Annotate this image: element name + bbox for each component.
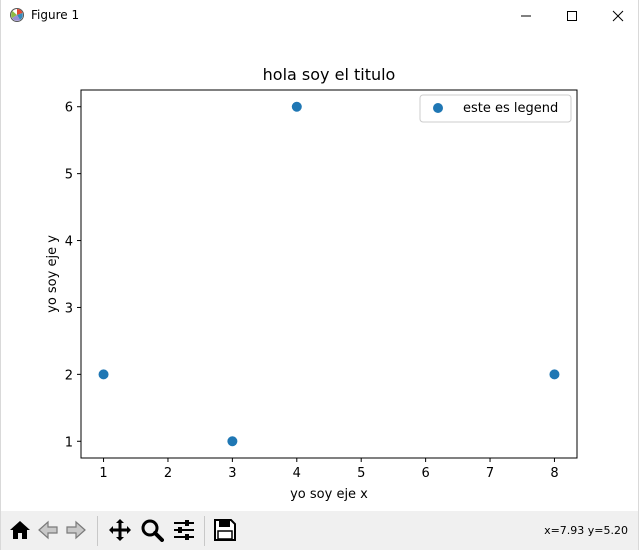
forward-icon — [66, 520, 86, 540]
back-button[interactable] — [35, 517, 61, 543]
title-bar[interactable]: Figure 1 — [1, 0, 638, 31]
x-axis-label: yo soy eje x — [290, 487, 368, 502]
x-tick-label: 1 — [99, 466, 107, 481]
data-point — [227, 436, 238, 447]
y-tick-label: 6 — [65, 101, 73, 116]
y-tick-label: 3 — [65, 301, 73, 316]
scatter-chart[interactable]: hola soy el titulo 1 2 3 4 5 6 7 8 1 2 3 4 5 6 yo so… — [1, 31, 638, 511]
close-icon — [612, 10, 624, 21]
legend-label: este es legend — [463, 101, 558, 116]
x-tick-label: 3 — [228, 466, 236, 481]
save-icon — [214, 519, 236, 541]
x-tick-label: 4 — [293, 466, 301, 481]
configure-subplots-icon — [174, 520, 194, 540]
pan-icon — [109, 519, 131, 541]
minimize-button[interactable] — [503, 0, 549, 31]
minimize-icon — [521, 15, 531, 16]
chart-title: hola soy el titulo — [263, 65, 396, 84]
save-button[interactable] — [212, 517, 238, 543]
data-point — [98, 369, 109, 380]
x-tick-label: 5 — [357, 466, 365, 481]
home-button[interactable] — [7, 517, 33, 543]
y-tick-label: 1 — [65, 435, 73, 450]
y-axis-label: yo soy eje y — [45, 235, 60, 313]
figure-canvas[interactable]: hola soy el titulo 1 2 3 4 5 6 7 8 1 2 3 4 5 6 yo so… — [1, 31, 638, 511]
zoom-button[interactable] — [139, 517, 165, 543]
navigation-toolbar: x=7.93 y=5.20 — [1, 511, 638, 550]
close-button[interactable] — [595, 0, 639, 31]
y-axis-ticks: 1 2 3 4 5 6 — [65, 101, 81, 450]
configure-subplots-button[interactable] — [171, 517, 197, 543]
y-tick-label: 5 — [65, 168, 73, 183]
data-points — [98, 101, 560, 447]
legend-marker — [433, 103, 443, 113]
plot-area — [80, 89, 578, 459]
x-tick-label: 8 — [550, 466, 558, 481]
legend: este es legend — [419, 94, 572, 123]
x-tick-label: 6 — [421, 466, 429, 481]
maximize-icon — [567, 10, 577, 21]
back-icon — [38, 520, 58, 540]
maximize-button[interactable] — [549, 0, 595, 31]
cursor-coordinates: x=7.93 y=5.20 — [544, 524, 628, 537]
x-tick-label: 2 — [164, 466, 172, 481]
x-axis-ticks: 1 2 3 4 5 6 7 8 — [99, 458, 559, 481]
y-tick-label: 4 — [65, 235, 73, 250]
zoom-icon — [141, 519, 164, 542]
data-point — [549, 369, 560, 380]
matplotlib-figure-icon — [10, 8, 24, 22]
window-title: Figure 1 — [31, 8, 80, 22]
pan-button[interactable] — [107, 517, 133, 543]
x-tick-label: 7 — [486, 466, 494, 481]
home-icon — [10, 521, 30, 539]
y-tick-label: 2 — [65, 368, 73, 383]
toolbar-separator — [97, 516, 98, 546]
forward-button[interactable] — [63, 517, 89, 543]
legend-box — [419, 94, 572, 123]
data-point — [291, 101, 302, 112]
toolbar-separator — [204, 516, 205, 546]
